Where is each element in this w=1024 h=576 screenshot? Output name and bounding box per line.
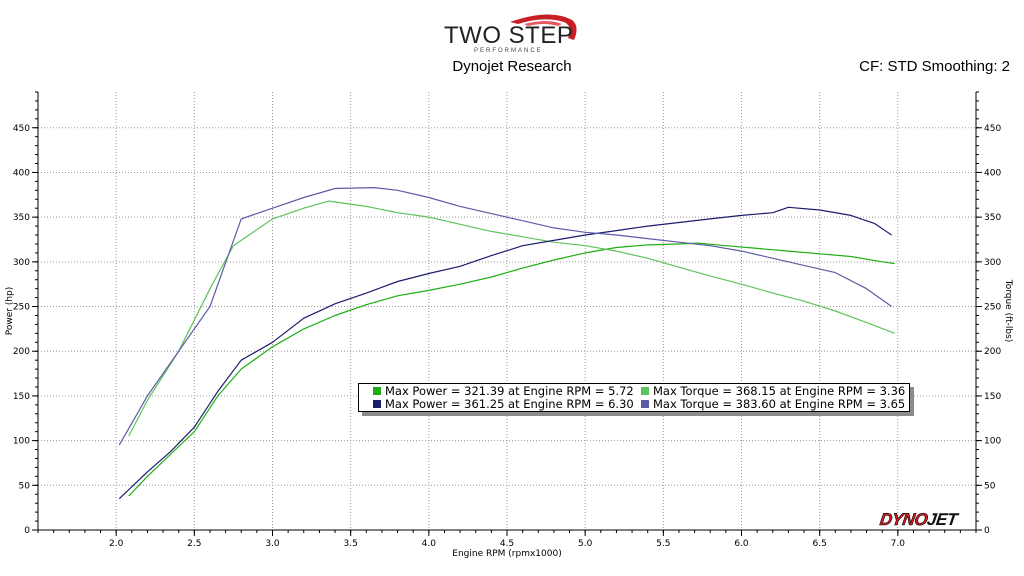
x-tick-label: 5.0 [578,539,593,549]
y-axis-left-ticks: 0 50 100 150 200 250 300 350 400 450 [13,91,38,536]
series-lines [118,187,895,500]
legend-swatch [641,387,649,395]
legend-swatch [373,400,381,408]
grid-lines [38,92,976,530]
y-left-tick-label: 350 [13,213,30,223]
x-axis-ticks: 2.0 2.5 3.0 3.5 4.0 4.5 5.0 5.5 6.0 6.5 7.0 [37,530,977,549]
x-tick-label: 5.5 [656,539,670,549]
y-right-tick-label: 400 [984,168,1001,178]
y-axis-right-ticks: 0 50 100 150 200 250 300 350 400 450 [976,91,1001,536]
watermark-part2: JET [925,510,959,529]
x-tick-label: 6.0 [734,539,749,549]
legend-label: Max Torque = 368.15 at Engine RPM = 3.36 [653,384,906,398]
x-axis-label: Engine RPM (rpmx1000) [452,549,561,559]
y-right-tick-label: 100 [984,437,1001,447]
y-left-tick-label: 200 [13,347,30,357]
y-axis-right-label: Torque (ft-lbs) [1003,279,1013,343]
legend-label: Max Power = 321.39 at Engine RPM = 5.72 [385,384,634,398]
legend-swatch [373,387,381,395]
two-step-logo: TWO STEP PERFORMANCE [440,10,590,54]
brand-line-2: PERFORMANCE [474,48,543,54]
legend-label: Max Power = 361.25 at Engine RPM = 6.30 [385,397,634,411]
y-right-tick-label: 50 [984,481,996,491]
y-right-tick-label: 150 [984,392,1001,402]
dynojet-watermark: DYNOJET [878,510,959,530]
legend-item-run1-power: Max Power = 321.39 at Engine RPM = 5.72 [373,384,634,398]
logo-swoosh [510,14,577,40]
x-tick-label: 4.5 [500,539,514,549]
legend: Max Power = 321.39 at Engine RPM = 5.72 … [358,383,910,412]
y-left-tick-label: 150 [13,392,30,402]
y-left-tick-label: 0 [24,526,30,536]
correction-factor-label: CF: STD Smoothing: 2 [859,58,1010,75]
y-left-tick-label: 300 [13,258,30,268]
y-right-tick-label: 200 [984,347,1001,357]
series-line-4 [118,187,892,446]
y-right-tick-label: 350 [984,213,1001,223]
x-tick-label: 6.5 [813,539,827,549]
series-line-2 [128,200,895,437]
legend-item-run2-power: Max Power = 361.25 at Engine RPM = 6.30 [373,397,634,411]
legend-swatch [641,400,649,408]
legend-item-run2-torque: Max Torque = 383.60 at Engine RPM = 3.65 [641,397,905,411]
y-right-tick-label: 300 [984,258,1001,268]
watermark-part1: DYNO [878,510,929,530]
y-axis-left-label: Power (hp) [5,287,15,336]
x-tick-label: 3.0 [265,539,280,549]
y-left-tick-label: 50 [19,481,31,491]
y-left-tick-label: 100 [13,437,30,447]
x-tick-label: 7.0 [891,539,906,549]
legend-item-run1-torque: Max Torque = 368.15 at Engine RPM = 3.36 [641,384,905,398]
x-tick-label: 2.5 [187,539,201,549]
x-tick-label: 4.0 [422,539,437,549]
series-line-3 [118,206,892,500]
x-tick-label: 2.0 [109,539,124,549]
series-line-1 [128,242,895,497]
y-right-tick-label: 250 [984,303,1001,313]
y-left-tick-label: 450 [13,124,30,134]
y-left-tick-label: 400 [13,168,30,178]
y-left-tick-label: 250 [13,303,30,313]
y-right-tick-label: 0 [984,526,990,536]
logo-swoosh-inner [524,21,562,26]
legend-label: Max Torque = 383.60 at Engine RPM = 3.65 [653,397,906,411]
y-right-tick-label: 450 [984,124,1001,134]
x-tick-label: 3.5 [344,539,358,549]
chart-subtitle: Dynojet Research [452,58,572,75]
brand-line-1: TWO STEP [444,22,573,49]
